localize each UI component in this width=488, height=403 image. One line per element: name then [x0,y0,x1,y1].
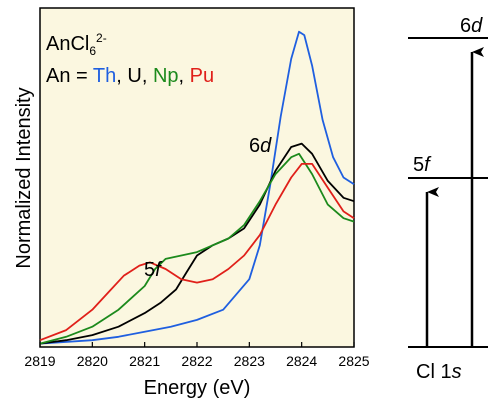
x-axis-label: Energy (eV) [144,377,251,399]
legend-item-np: Np [153,65,179,87]
annotation-5f: 5f [144,259,163,281]
legend-entries: An = Th, U, Np, Pu [46,65,214,87]
level-5f-label: 5f [413,154,432,176]
legend: AnCl62- An = Th, U, Np, Pu [46,31,214,87]
x-tick-label: 2820 [77,353,108,369]
x-tick-label: 2822 [181,353,212,369]
x-tick-label: 2825 [338,353,369,369]
plot-area [39,7,355,348]
legend-item-u: U [127,65,141,87]
x-ticks: 2819 2820 2821 2822 2823 2824 2825 [24,342,370,369]
legend-title: AnCl62- [46,31,107,58]
y-axis-label: Normalized Intensity [13,87,35,268]
x-tick-label: 2819 [24,353,55,369]
annotation-6d: 6d [249,135,272,157]
series-layer [39,30,355,345]
level-cl1s-label: Cl 1s [416,361,462,383]
legend-item-th: Th [93,65,116,87]
x-tick-label: 2824 [286,353,317,369]
x-tick-label: 2821 [129,353,160,369]
x-tick-label: 2823 [234,353,265,369]
energy-level-diagram: 6d 5f Cl 1s [408,15,488,383]
series-line-np [39,152,355,345]
series-line-pu [39,163,355,342]
legend-item-pu: Pu [190,65,214,87]
level-6d-label: 6d [460,15,483,37]
